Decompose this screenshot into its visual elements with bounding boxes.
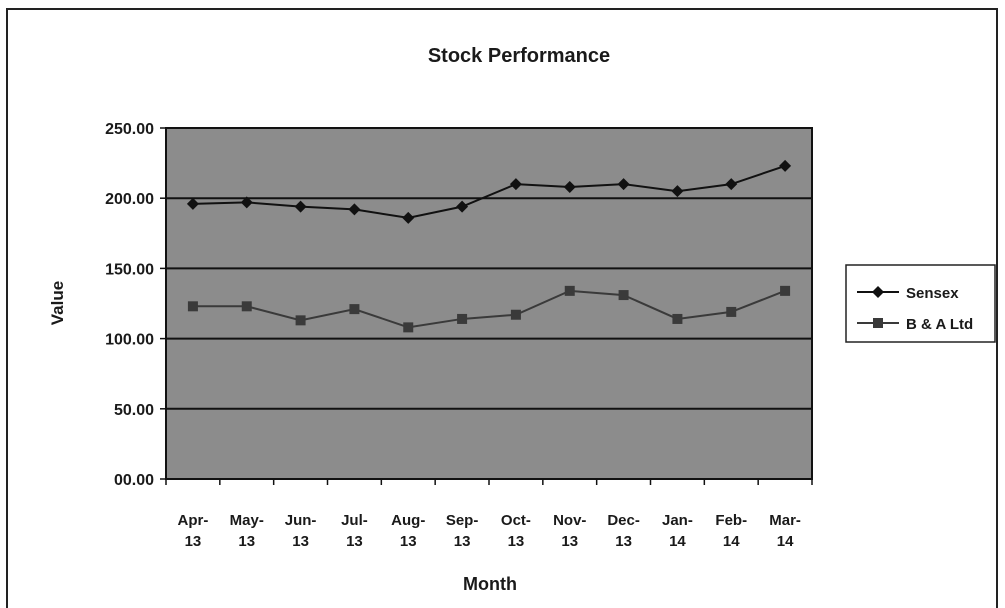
gridlines (166, 197, 812, 410)
b-a-ltd-point (564, 285, 575, 296)
b-a-ltd-point (672, 313, 683, 324)
x-axis-label: Month (463, 574, 517, 594)
y-tick-label: 100.00 (105, 332, 154, 349)
sensex-point (402, 211, 415, 224)
b-a-ltd-point (241, 301, 252, 312)
b-a-ltd-point (618, 290, 629, 301)
y-tick-label: 250.00 (105, 121, 154, 138)
plot-area (165, 127, 813, 480)
x-tick-label: Jun-13 (285, 512, 317, 550)
sensex-point (617, 178, 630, 191)
b-a-ltd-line (192, 289, 786, 329)
x-axis: Apr-13 May-13 Jun-13 Jul-13 Aug-13 Sep-13 Oct-… (165, 479, 813, 550)
x-tick-label: May-13 (230, 512, 264, 550)
legend-label-b-a-ltd: B & A Ltd (906, 316, 973, 333)
x-tick-label: Oct-13 (501, 512, 531, 550)
y-axis-label: Value (48, 281, 67, 325)
x-tick-label: Jan-14 (662, 512, 693, 550)
sensex-point (456, 200, 469, 213)
y-tick-label: 50.00 (114, 402, 154, 419)
x-tick-label: Dec-13 (607, 512, 640, 550)
x-tick-label: Nov-13 (553, 512, 586, 550)
sensex-point (509, 178, 522, 191)
sensex-point (671, 185, 684, 198)
legend-marker-b-a-ltd (873, 318, 883, 328)
b-a-ltd-point (510, 309, 521, 320)
y-tick-label: 00.00 (114, 472, 154, 489)
x-tick-label: Apr-13 (178, 512, 209, 550)
sensex-point (294, 200, 307, 213)
x-tick-label: Mar-14 (769, 512, 801, 550)
chart-title: Stock Performance (428, 45, 610, 67)
sensex-line (192, 164, 786, 219)
b-a-ltd-point (726, 306, 737, 317)
x-tick-label: Feb-14 (715, 512, 747, 550)
line-chart: Stock Performance 00.00 50.00 100.00 150.00… (48, 45, 996, 594)
legend: Sensex B & A Ltd (845, 264, 996, 343)
x-tick-label: Sep-13 (446, 512, 479, 550)
b-a-ltd-point (780, 285, 791, 296)
legend-box (845, 264, 996, 343)
chart-frame: Stock Performance 00.00 50.00 100.00 150.00… (6, 8, 998, 608)
x-tick-label: Jul-13 (341, 512, 368, 550)
legend-label-sensex: Sensex (906, 285, 959, 302)
y-axis: 00.00 50.00 100.00 150.00 200.00 250.00 (105, 121, 166, 489)
sensex-point (779, 159, 792, 172)
sensex-point (725, 178, 738, 191)
b-a-ltd-point (187, 301, 198, 312)
legend-marker-sensex (872, 286, 884, 298)
sensex-point (240, 196, 253, 209)
x-tick-label: Aug-13 (391, 512, 425, 550)
b-a-ltd-point (349, 304, 360, 315)
b-a-ltd-point (457, 313, 468, 324)
sensex-point (186, 197, 199, 210)
sensex-point (563, 180, 576, 193)
sensex-point (348, 203, 361, 216)
series-layer (186, 159, 792, 333)
y-tick-label: 150.00 (105, 261, 154, 278)
b-a-ltd-point (403, 322, 414, 333)
y-tick-label: 200.00 (105, 191, 154, 208)
b-a-ltd-point (295, 315, 306, 326)
